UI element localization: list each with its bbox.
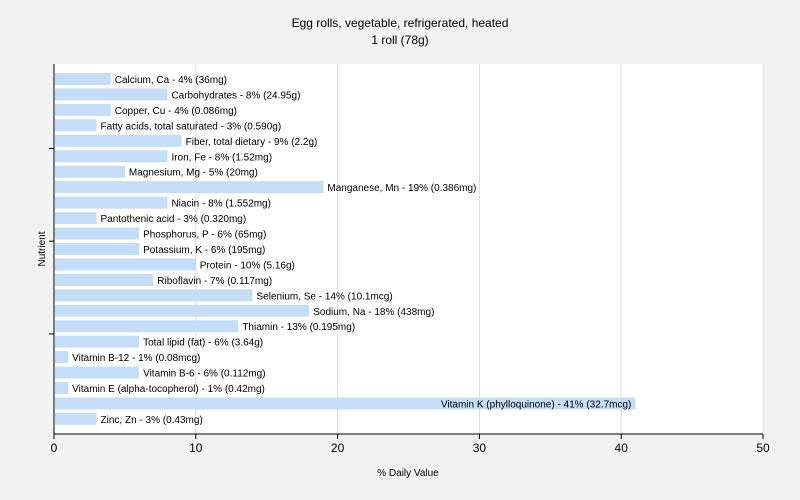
bar-label: Potassium, K - 6% (195mg)	[143, 245, 265, 256]
x-axis-title: % Daily Value	[377, 468, 439, 479]
bar	[55, 242, 140, 255]
bar-label: Selenium, Se - 14% (10.1mcg)	[257, 291, 393, 302]
bar	[55, 181, 324, 194]
chart-title: Egg rolls, vegetable, refrigerated, heat…	[292, 16, 509, 30]
bar-label: Phosphorus, P - 6% (65mg)	[143, 230, 266, 241]
plot-background	[54, 64, 763, 434]
bar	[55, 196, 168, 209]
bar-label: Pantothenic acid - 3% (0.320mg)	[101, 214, 247, 225]
bar-label: Sodium, Na - 18% (438mg)	[313, 307, 434, 318]
bar-label: Thiamin - 13% (0.195mg)	[242, 322, 355, 333]
bar-label: Magnesium, Mg - 5% (20mg)	[129, 168, 258, 179]
bar-label: Vitamin B-12 - 1% (0.08mcg)	[72, 353, 200, 364]
bar-label: Calcium, Ca - 4% (36mg)	[115, 75, 227, 86]
x-tick-label: 50	[756, 441, 770, 455]
bar	[55, 258, 196, 271]
bar	[55, 397, 636, 410]
bar	[55, 289, 253, 302]
axes	[53, 64, 763, 435]
chart-subtitle: 1 roll (78g)	[371, 33, 428, 47]
bar-label: Zinc, Zn - 3% (0.43mg)	[101, 415, 203, 426]
bar-label: Niacin - 8% (1.552mg)	[171, 199, 270, 210]
bar	[55, 150, 168, 163]
bar	[55, 320, 239, 333]
bar-label: Carbohydrates - 8% (24.95g)	[171, 90, 300, 101]
y-axis-title: Nutrient	[37, 231, 48, 266]
bar	[55, 73, 111, 85]
bar	[55, 227, 140, 240]
bar	[55, 335, 140, 348]
x-tick-label: 40	[615, 441, 629, 455]
bar-label: Copper, Cu - 4% (0.086mg)	[115, 106, 237, 117]
bar	[55, 103, 111, 116]
x-axis-ticks: 0 10 20 30 40 50	[51, 434, 770, 455]
x-tick-label: 20	[331, 441, 345, 455]
bar	[55, 351, 69, 364]
bar	[55, 88, 168, 101]
x-tick-label: 30	[473, 441, 487, 455]
bar	[55, 304, 310, 317]
x-tick-label: 0	[51, 441, 58, 455]
y-axis-ticks	[49, 148, 54, 335]
bar	[55, 165, 125, 178]
bar	[55, 412, 97, 425]
bar-label: Manganese, Mn - 19% (0.386mg)	[327, 183, 476, 194]
bar-labels: Calcium, Ca - 4% (36mg) Carbohydrates - 8…	[72, 75, 631, 426]
bar-label: Vitamin E (alpha-tocopherol) - 1% (0.42m…	[72, 384, 265, 395]
bar-label: Protein - 10% (5.16g)	[200, 260, 295, 271]
bar-label: Riboflavin - 7% (0.117mg)	[157, 276, 272, 287]
bar-label: Fiber, total dietary - 9% (2.2g)	[186, 137, 318, 148]
x-tick-label: 10	[189, 441, 203, 455]
bar	[55, 212, 97, 225]
bars	[55, 73, 636, 425]
bar-label: Vitamin K (phylloquinone) - 41% (32.7mcg…	[441, 399, 631, 410]
bar-label: Iron, Fe - 8% (1.52mg)	[171, 152, 272, 163]
bar	[55, 382, 69, 394]
gridlines	[195, 64, 764, 434]
bar-label: Fatty acids, total saturated - 3% (0.590…	[101, 121, 282, 132]
bar	[55, 134, 182, 147]
bar	[55, 366, 140, 379]
bar-label: Total lipid (fat) - 6% (3.64g)	[143, 338, 263, 349]
bar	[55, 273, 154, 286]
bar	[55, 119, 97, 132]
bar-label: Vitamin B-6 - 6% (0.112mg)	[143, 369, 265, 380]
